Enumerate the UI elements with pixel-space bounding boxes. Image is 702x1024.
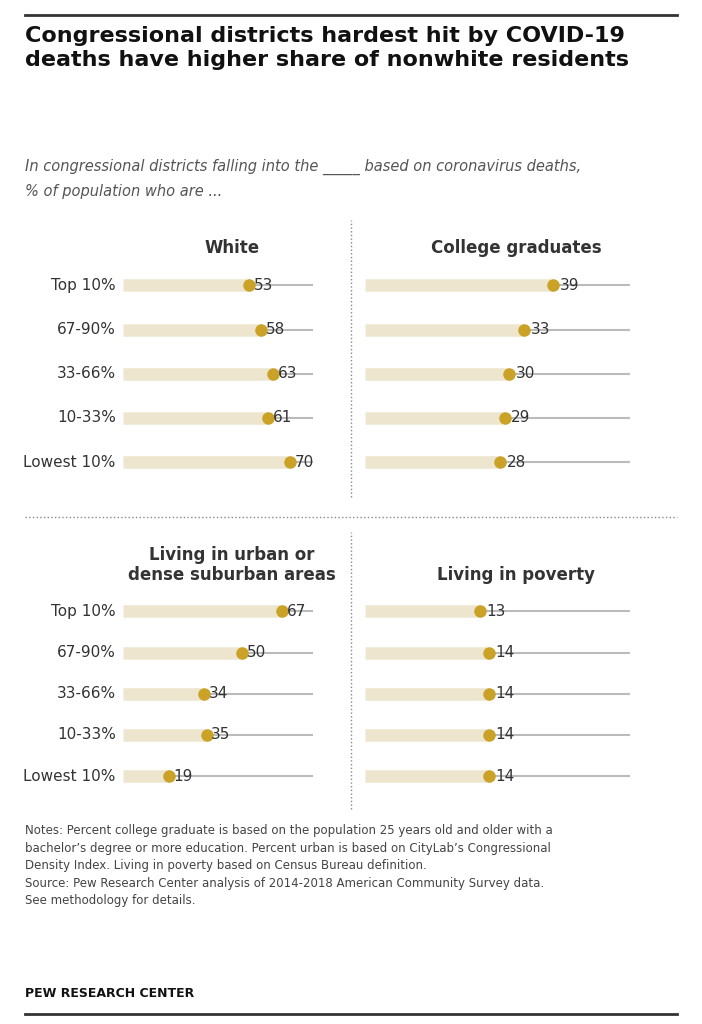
Text: 10-33%: 10-33% [57, 411, 116, 425]
Title: Living in urban or
dense suburban areas: Living in urban or dense suburban areas [128, 546, 336, 585]
Text: 50: 50 [247, 645, 266, 660]
Text: Notes: Percent college graduate is based on the population 25 years old and olde: Notes: Percent college graduate is based… [25, 824, 552, 907]
Text: Congressional districts hardest hit by COVID-19
deaths have higher share of nonw: Congressional districts hardest hit by C… [25, 26, 628, 70]
Title: Living in poverty: Living in poverty [437, 566, 595, 585]
Text: 28: 28 [506, 455, 526, 470]
Text: 33-66%: 33-66% [57, 367, 116, 381]
Text: 61: 61 [273, 411, 292, 425]
Text: 14: 14 [495, 686, 515, 701]
Text: 33: 33 [531, 323, 550, 337]
Title: College graduates: College graduates [430, 239, 602, 257]
Text: 14: 14 [495, 727, 515, 742]
Text: Top 10%: Top 10% [51, 278, 116, 293]
Text: 67-90%: 67-90% [57, 645, 116, 660]
Text: 10-33%: 10-33% [57, 727, 116, 742]
Text: In congressional districts falling into the _____ based on coronavirus deaths,: In congressional districts falling into … [25, 159, 581, 175]
Text: Lowest 10%: Lowest 10% [23, 455, 116, 470]
Title: White: White [204, 239, 259, 257]
Text: Lowest 10%: Lowest 10% [23, 769, 116, 783]
Text: 58: 58 [266, 323, 285, 337]
Text: 14: 14 [495, 769, 515, 783]
Text: 67: 67 [287, 604, 307, 618]
Text: Top 10%: Top 10% [51, 604, 116, 618]
Text: PEW RESEARCH CENTER: PEW RESEARCH CENTER [25, 987, 194, 1000]
Text: 70: 70 [294, 455, 314, 470]
Text: 14: 14 [495, 645, 515, 660]
Text: 34: 34 [209, 686, 228, 701]
Text: 29: 29 [511, 411, 531, 425]
Text: 67-90%: 67-90% [57, 323, 116, 337]
Text: 13: 13 [486, 604, 505, 618]
Text: 53: 53 [254, 278, 273, 293]
Text: 33-66%: 33-66% [57, 686, 116, 701]
Text: 35: 35 [211, 727, 231, 742]
Text: 63: 63 [278, 367, 297, 381]
Text: 39: 39 [559, 278, 579, 293]
Text: % of population who are ...: % of population who are ... [25, 184, 222, 200]
Text: 30: 30 [516, 367, 536, 381]
Text: 19: 19 [173, 769, 192, 783]
